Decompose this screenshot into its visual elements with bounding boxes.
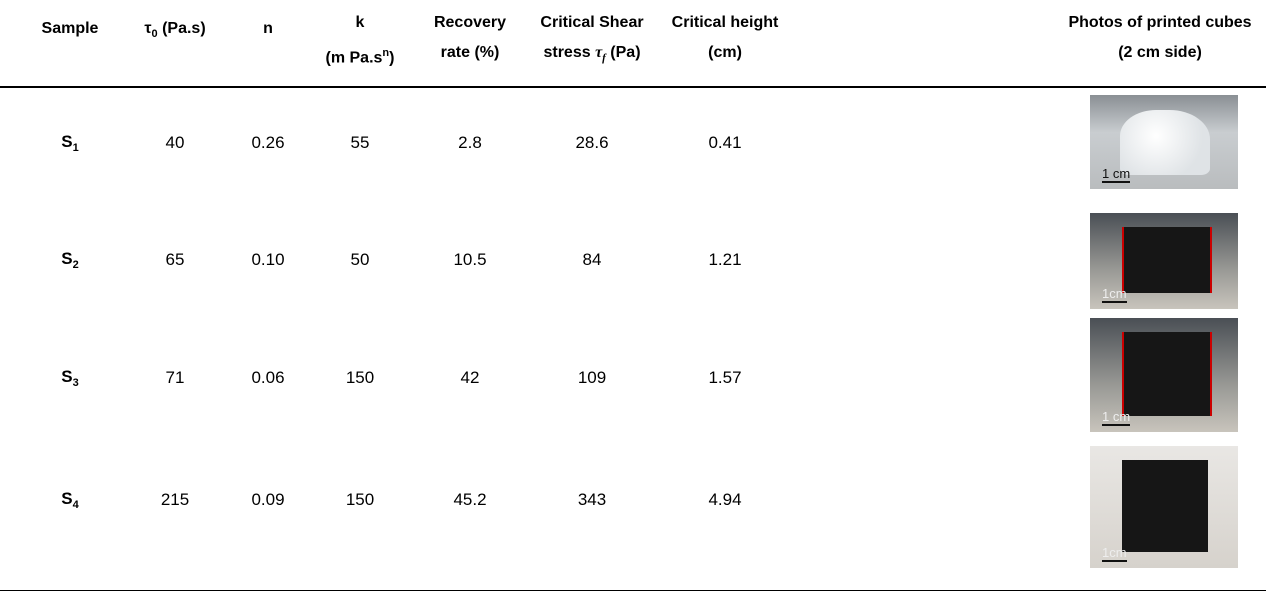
header-text: Critical Shear (540, 14, 644, 31)
header-text: Recovery (433, 14, 507, 31)
header-cell: Recovery rate (%) (434, 8, 506, 68)
scale-label: 1 cm (1102, 409, 1131, 426)
value-cell: 55 (350, 133, 370, 152)
header-line: τ0 (Pa.s) (144, 14, 205, 49)
sample-base: S (61, 131, 73, 151)
value-cell: 45.2 (453, 490, 487, 509)
value-cell: 0.06 (251, 368, 285, 387)
header-line: Photos of printed cubes (1068, 8, 1251, 38)
cube-photo: 1cm (1090, 446, 1238, 568)
value-cell: 2.8 (458, 133, 482, 152)
header-cell: Sample (42, 14, 99, 44)
value-cell: 0.10 (251, 250, 285, 269)
header-line: rate (%) (434, 38, 506, 68)
value-cell: 343 (577, 490, 607, 509)
sample-sub: 1 (72, 142, 79, 155)
header-line: stress τf (Pa) (540, 38, 643, 73)
scale-label: 1cm (1102, 286, 1127, 303)
header-text: n (382, 47, 390, 59)
scale-label: 1 cm (1102, 166, 1131, 183)
sample-sub: 2 (72, 259, 79, 272)
header-line: Critical Shear (540, 8, 643, 38)
value-cell: 150 (345, 490, 375, 509)
header-text: n (263, 20, 273, 37)
sample-label: S1 (61, 132, 78, 154)
header-line: (cm) (672, 38, 779, 68)
header-text: Photos of printed cubes (1068, 14, 1252, 31)
value-cell: 0.41 (708, 133, 742, 152)
value-cell: 50 (350, 250, 370, 269)
sample-base: S (61, 366, 73, 386)
header-text: τ (595, 44, 603, 61)
scale-label: 1cm (1102, 545, 1127, 562)
cube-photo: 1 cm (1090, 95, 1238, 189)
sample-base: S (61, 488, 73, 508)
header-cell: Photos of printed cubes (2 cm side) (1068, 8, 1251, 68)
value-cell: 65 (165, 250, 185, 269)
header-text: (Pa) (605, 44, 641, 61)
header-text: rate (%) (440, 44, 500, 61)
bottom-rule (0, 590, 1266, 591)
value-cell: 40 (165, 133, 185, 152)
value-cell: 1.57 (708, 368, 742, 387)
cube (1120, 110, 1210, 175)
header-line: (2 cm side) (1068, 38, 1251, 68)
header-text: (2 cm side) (1118, 44, 1202, 61)
header-line: k (326, 8, 395, 38)
header-text: ) (389, 49, 395, 67)
header-rule (0, 86, 1266, 88)
header-text: stress (543, 44, 596, 61)
header-cell: n (263, 14, 273, 44)
value-cell: 109 (577, 368, 607, 387)
value-cell: 0.26 (251, 133, 285, 152)
header-text: 0 (151, 28, 158, 41)
header-line: Critical height (672, 8, 779, 38)
value-cell: 10.5 (453, 250, 487, 269)
sample-label: S3 (61, 367, 78, 389)
header-line: Sample (42, 14, 99, 44)
header-cell: Critical height (cm) (672, 8, 779, 68)
header-line: Recovery (434, 8, 506, 38)
value-cell: 4.94 (708, 490, 742, 509)
value-cell: 42 (460, 368, 480, 387)
header-text: (Pa.s) (157, 20, 206, 37)
header-cell: Critical Shear stress τf (Pa) (540, 8, 643, 73)
value-cell: 84 (582, 250, 602, 269)
header-text: Sample (41, 20, 99, 37)
sample-sub: 4 (72, 499, 79, 512)
header-text: Critical height (671, 14, 779, 31)
value-cell: 28.6 (575, 133, 609, 152)
value-cell: 71 (165, 368, 185, 387)
cube-photo: 1cm (1090, 213, 1238, 309)
sample-base: S (61, 248, 73, 268)
sample-label: S4 (61, 489, 78, 511)
header-text: (m Pa.s (325, 49, 383, 67)
header-cell: k (m Pa.sn) (326, 8, 395, 73)
value-cell: 1.21 (708, 250, 742, 269)
value-cell: 215 (160, 490, 190, 509)
cube (1122, 460, 1208, 552)
value-cell: 0.09 (251, 490, 285, 509)
header-cell: τ0 (Pa.s) (144, 14, 205, 49)
value-cell: 150 (345, 368, 375, 387)
header-text: (cm) (708, 44, 742, 61)
sample-label: S2 (61, 249, 78, 271)
header-text: f (602, 52, 606, 65)
sample-sub: 3 (72, 377, 79, 390)
cube (1122, 227, 1212, 293)
header-text: τ (144, 20, 152, 37)
header-line: (m Pa.sn) (326, 38, 395, 73)
header-text: k (355, 14, 365, 31)
cube-photo: 1 cm (1090, 318, 1238, 432)
cube (1122, 332, 1212, 416)
header-line: n (263, 14, 273, 44)
